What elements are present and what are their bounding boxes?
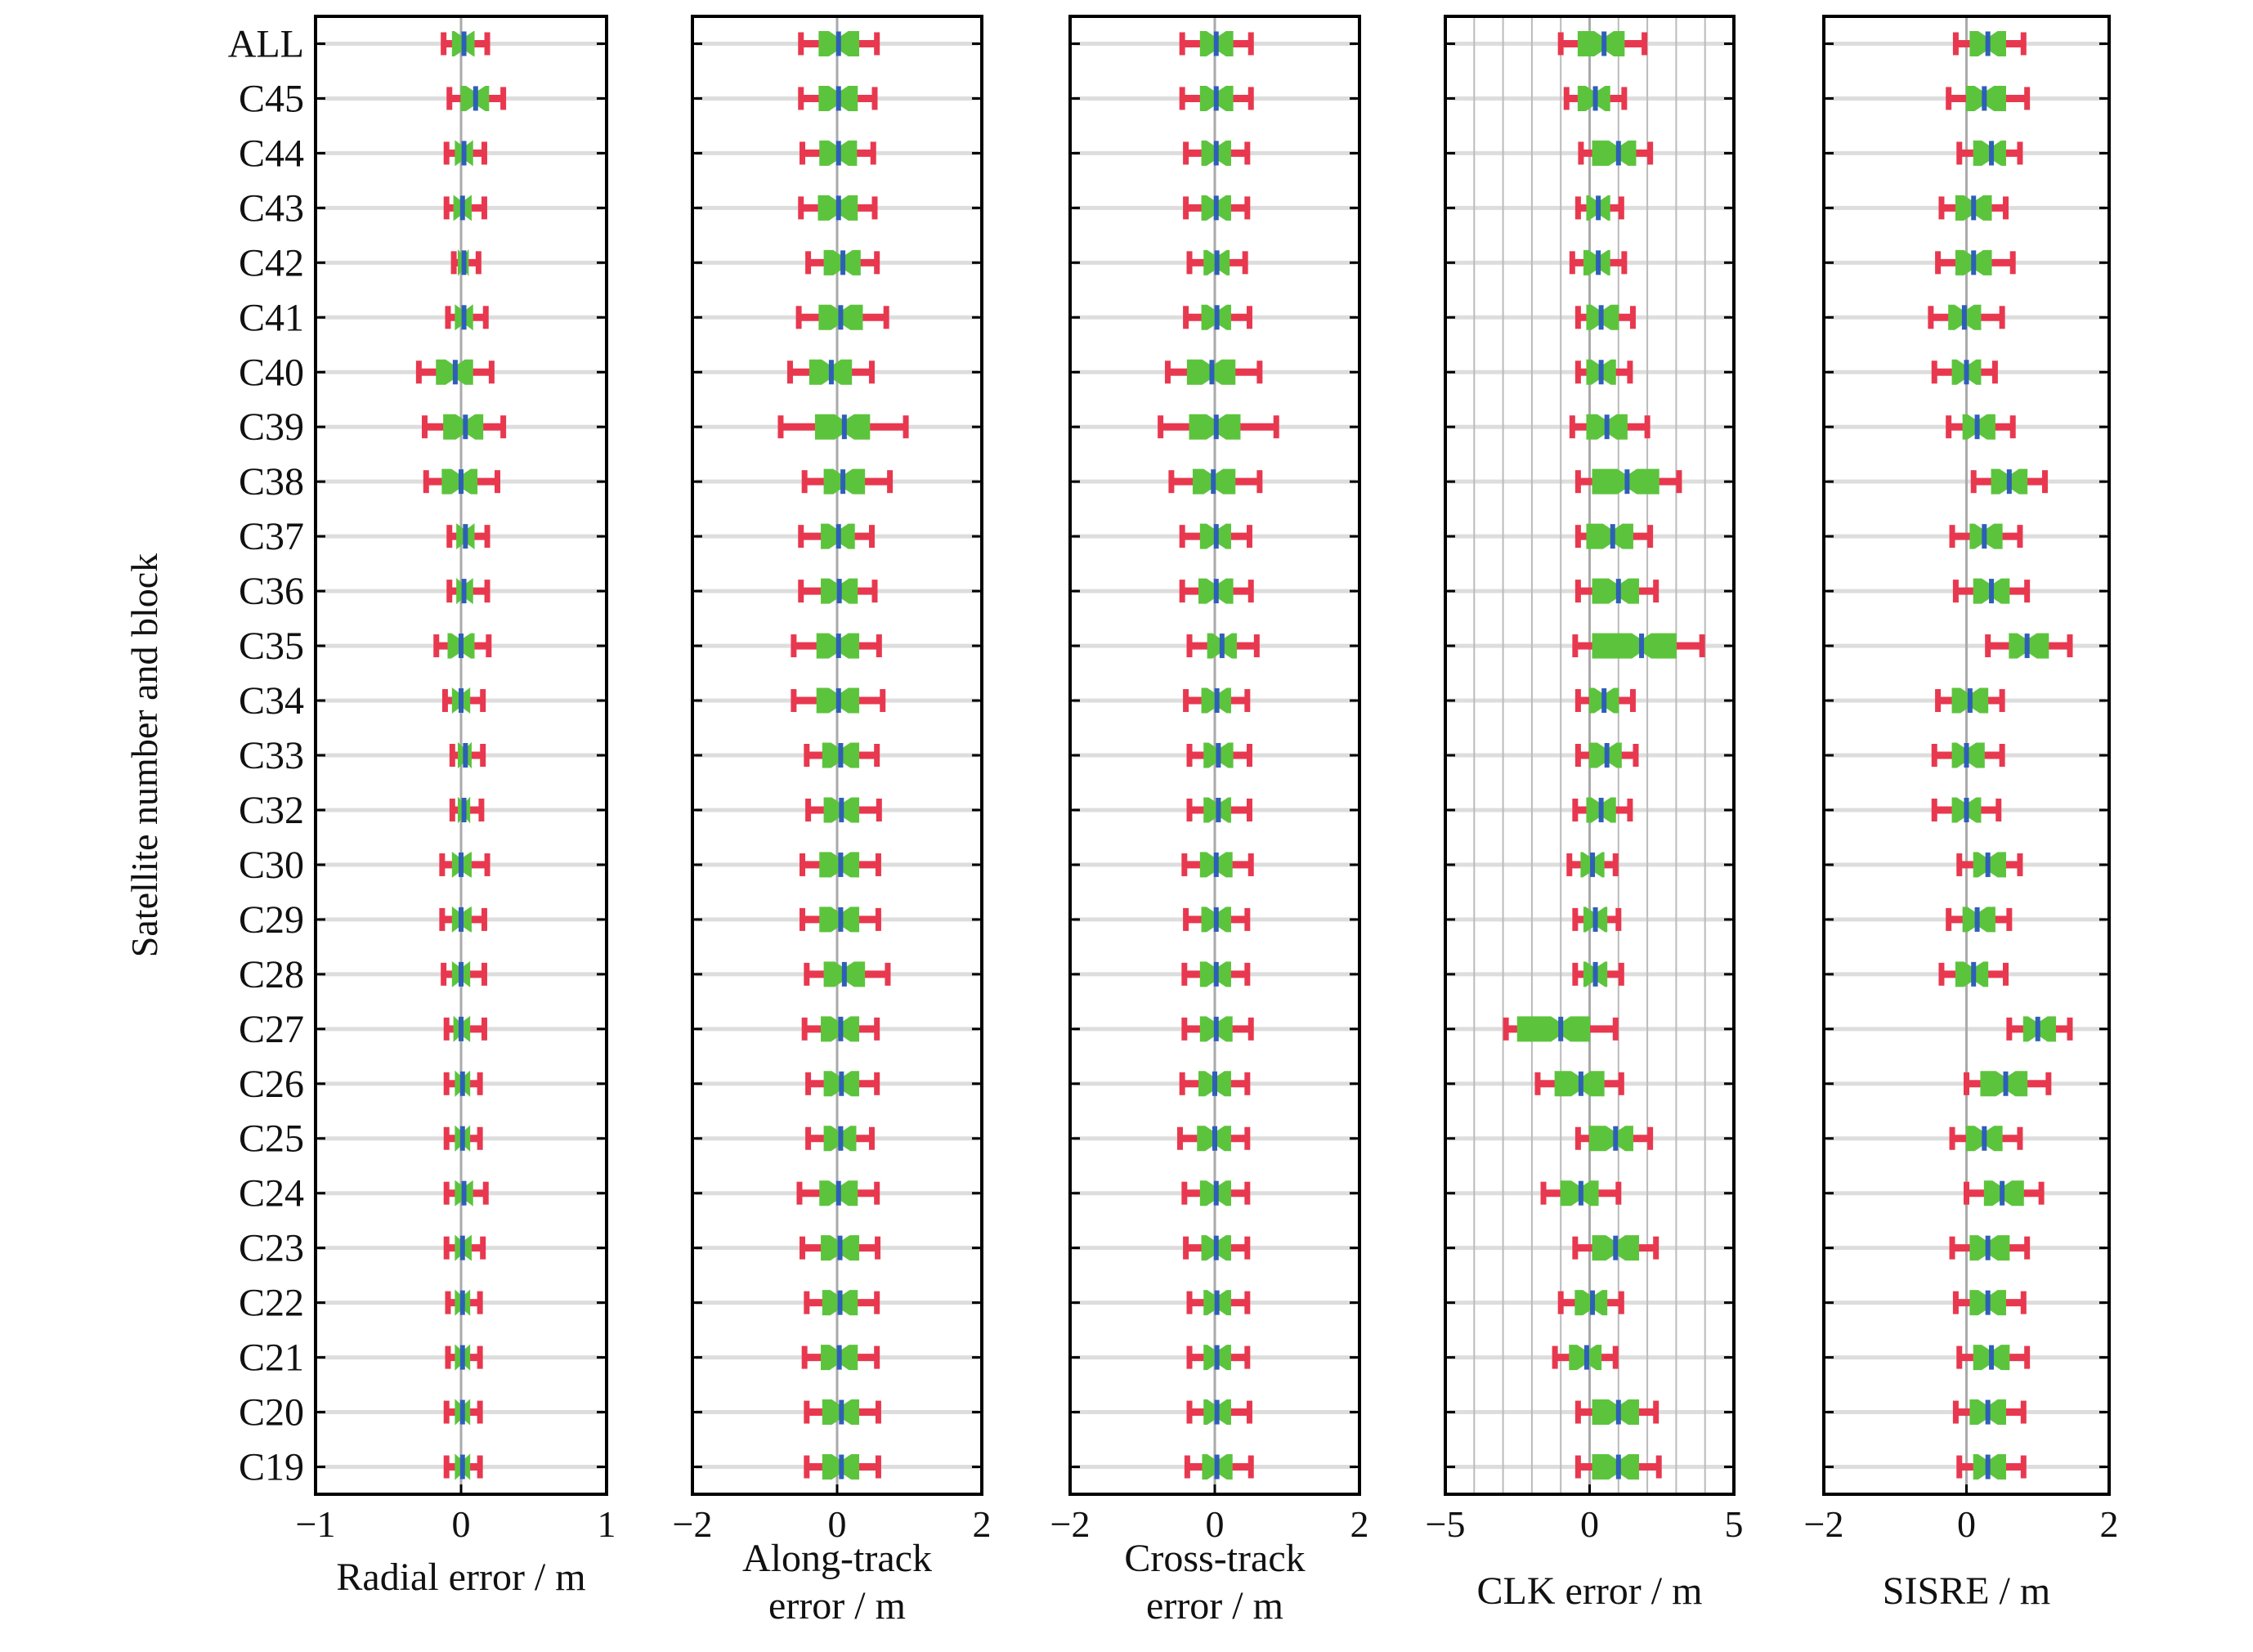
y-tick-label-c25: C25: [239, 1117, 304, 1161]
y-tick-label-c33: C33: [239, 734, 304, 777]
x-axis-title-5: SISRE / m: [1883, 1569, 2050, 1613]
y-tick-label-c26: C26: [239, 1063, 304, 1106]
x-tick-label: 2: [1350, 1503, 1369, 1545]
x-tick-label: 2: [2100, 1503, 2119, 1545]
x-tick-label: 0: [1957, 1503, 1976, 1545]
x-tick-label: 0: [1580, 1503, 1599, 1545]
x-axis-title-4: CLK error / m: [1477, 1569, 1703, 1613]
y-tick-label-c28: C28: [239, 953, 304, 996]
x-tick-label: 0: [828, 1503, 847, 1545]
y-tick-label-c39: C39: [239, 405, 304, 449]
x-axis-title-3: Cross-track: [1124, 1537, 1305, 1580]
x-tick-label: −2: [673, 1503, 713, 1545]
y-tick-label-c45: C45: [239, 77, 304, 120]
y-tick-label-c21: C21: [239, 1336, 304, 1380]
box-c19-iqr: [1592, 1454, 1640, 1480]
box-c37-iqr: [1586, 523, 1633, 549]
y-tick-label-c37: C37: [239, 515, 304, 558]
y-tick-label-c36: C36: [239, 570, 304, 613]
box-c36-iqr: [1592, 578, 1640, 604]
y-tick-label-c38: C38: [239, 460, 304, 504]
y-tick-label-c19: C19: [239, 1446, 304, 1489]
y-tick-label-c32: C32: [239, 789, 304, 832]
x-axis-title-2: Along-track: [742, 1537, 932, 1580]
y-tick-label-c41: C41: [239, 296, 304, 339]
x-tick-label: 0: [452, 1503, 471, 1545]
x-tick-label: −2: [1050, 1503, 1091, 1545]
y-tick-label-c24: C24: [239, 1172, 304, 1215]
x-tick-label: −1: [296, 1503, 336, 1545]
y-tick-label-c44: C44: [239, 132, 304, 175]
x-axis-title-1: Radial error / m: [336, 1556, 585, 1599]
y-tick-label-c20: C20: [239, 1391, 304, 1435]
y-tick-label-c34: C34: [239, 679, 304, 723]
x-tick-label: 1: [598, 1503, 616, 1545]
box-c35-iqr: [1592, 633, 1677, 659]
y-tick-label-all: ALL: [228, 22, 304, 65]
box-c20-iqr: [1592, 1399, 1640, 1426]
y-tick-label-c40: C40: [239, 351, 304, 394]
box-all-iqr: [1577, 30, 1625, 56]
y-tick-label-c43: C43: [239, 186, 304, 230]
box-c25-iqr: [1589, 1126, 1633, 1152]
x-axis-title-3: error / m: [1146, 1584, 1283, 1627]
box-c44-iqr: [1592, 140, 1637, 166]
y-tick-label-c29: C29: [239, 898, 304, 942]
x-tick-label: 5: [1725, 1503, 1744, 1545]
x-tick-label: −2: [1804, 1503, 1844, 1545]
y-tick-label-c22: C22: [239, 1282, 304, 1325]
y-axis-title: Satellite number and block: [123, 553, 165, 957]
y-tick-label-c27: C27: [239, 1008, 304, 1051]
y-tick-label-c30: C30: [239, 844, 304, 887]
y-tick-label-c42: C42: [239, 241, 304, 284]
x-axis-title-2: error / m: [768, 1584, 906, 1627]
y-tick-label-c35: C35: [239, 625, 304, 668]
y-tick-label-c23: C23: [239, 1227, 304, 1270]
x-tick-label: −5: [1426, 1503, 1466, 1545]
x-tick-label: 0: [1206, 1503, 1225, 1545]
box-c27-iqr: [1516, 1016, 1590, 1042]
x-tick-label: 2: [973, 1503, 992, 1545]
